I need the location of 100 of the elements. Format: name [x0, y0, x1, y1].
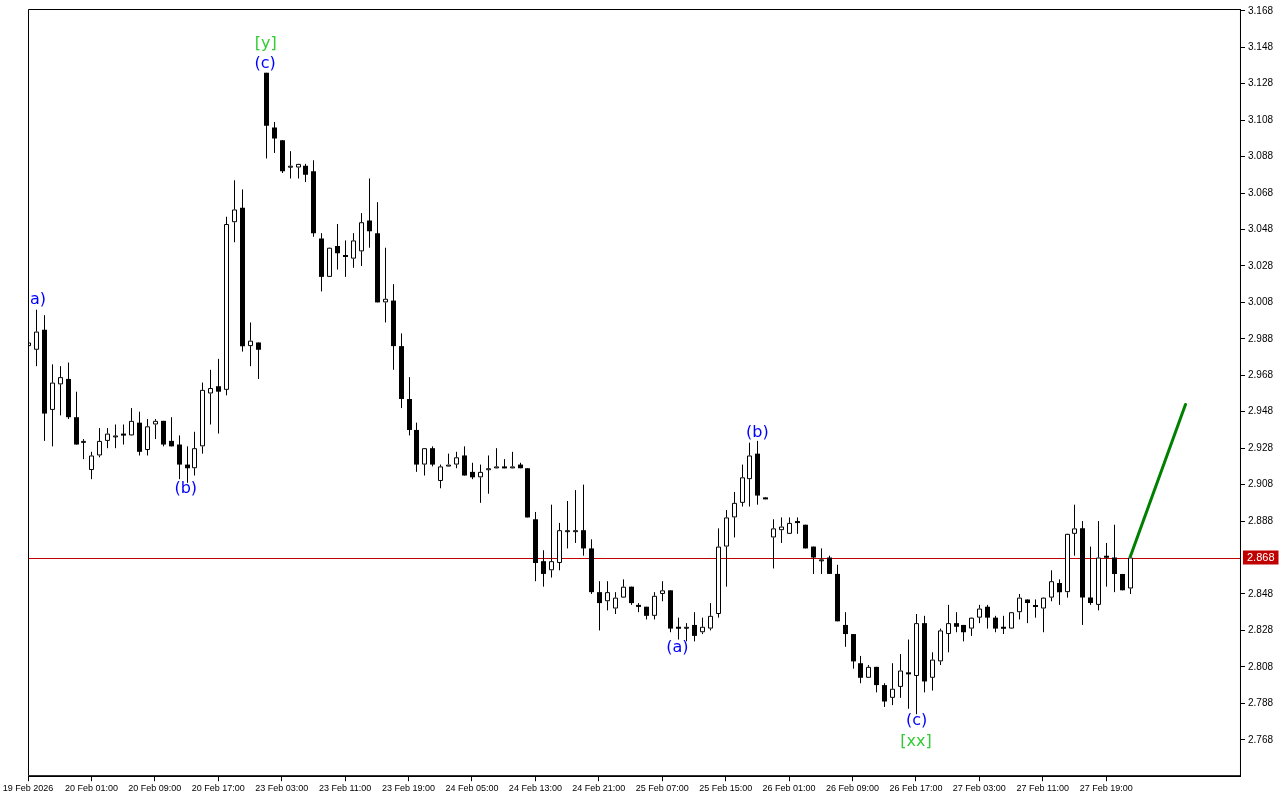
candlestick — [1096, 520, 1101, 611]
x-tick-label: 27 Feb 19:00 — [1079, 783, 1133, 794]
candlestick — [50, 363, 55, 447]
candlestick — [34, 309, 39, 367]
x-tick-label: 24 Feb 21:00 — [572, 783, 626, 794]
candlestick — [882, 682, 887, 708]
x-tick-label: 24 Feb 13:00 — [508, 783, 562, 794]
candlestick — [660, 580, 665, 602]
x-tick-label: 23 Feb 11:00 — [318, 783, 372, 794]
candlestick — [169, 416, 174, 447]
annotation: (c) — [254, 53, 276, 73]
candlestick — [288, 150, 293, 179]
candlestick — [422, 447, 427, 477]
candlestick — [351, 232, 356, 269]
y-tick-label: 2.948 — [1247, 405, 1274, 417]
candlestick — [494, 447, 499, 469]
y-tick-label: 2.988 — [1247, 332, 1274, 344]
candlestick — [232, 179, 237, 243]
candlestick — [248, 321, 253, 367]
candlestick — [272, 121, 277, 154]
candlestick — [216, 358, 221, 435]
candlestick — [890, 662, 895, 706]
x-tick-label: 19 Feb 2026 — [2, 783, 54, 794]
y-tick-label: 3.148 — [1247, 41, 1274, 53]
y-tick-label: 3.168 — [1247, 4, 1274, 16]
ref-line-label: 2.868 — [1246, 550, 1275, 563]
candlestick — [898, 653, 903, 699]
candlestick — [1041, 597, 1046, 633]
y-tick-label: 3.028 — [1247, 259, 1274, 271]
annotation: (c) — [906, 710, 928, 730]
y-tick-label: 3.128 — [1247, 77, 1274, 89]
candlestick — [145, 418, 150, 456]
x-tick-label: 20 Feb 17:00 — [191, 783, 245, 794]
candlestick — [1017, 593, 1022, 620]
candlestick — [613, 591, 618, 615]
y-tick-label: 2.788 — [1247, 697, 1274, 709]
candlestick — [486, 454, 491, 495]
candlestick — [121, 423, 126, 446]
x-tick-label: 26 Feb 17:00 — [889, 783, 943, 794]
x-tick-label: 27 Feb 03:00 — [952, 783, 1006, 794]
candlestick — [676, 617, 681, 641]
annotation: a) — [29, 288, 46, 308]
candlestick — [914, 613, 919, 715]
candlestick — [1112, 524, 1117, 593]
candlestick — [549, 504, 554, 579]
candlestick — [81, 438, 86, 460]
annotation: (b) — [174, 477, 198, 497]
candlestick — [303, 163, 308, 183]
candlestick — [747, 442, 752, 507]
candlestick — [1049, 569, 1054, 602]
y-tick-label: 2.888 — [1247, 514, 1274, 526]
candlestick — [89, 451, 94, 480]
candlestick — [930, 651, 935, 692]
candlestick — [954, 611, 959, 633]
candlestick — [906, 639, 911, 710]
candlestick — [692, 611, 697, 642]
candlestick — [771, 518, 776, 569]
candlestick — [708, 602, 713, 631]
y-tick-label: 3.068 — [1247, 186, 1274, 198]
y-tick-label: 2.848 — [1247, 587, 1274, 599]
candlestick — [1057, 578, 1062, 606]
candlestick — [367, 177, 372, 249]
candlestick — [200, 382, 205, 455]
candlestick — [462, 445, 467, 477]
candlestick — [359, 212, 364, 267]
candlestick — [343, 239, 348, 278]
candlestick — [383, 247, 388, 323]
candlestick — [795, 516, 800, 535]
annotation: [y] — [254, 33, 277, 53]
x-tick-label: 27 Feb 11:00 — [1016, 783, 1069, 794]
y-tick-label: 2.968 — [1247, 369, 1274, 381]
candlestick — [605, 580, 610, 611]
candlestick — [597, 580, 602, 631]
candlestick — [985, 604, 990, 630]
candlestick — [58, 365, 63, 416]
candlestick — [977, 604, 982, 624]
candlestick — [1088, 546, 1093, 606]
y-tick-label: 2.828 — [1247, 624, 1274, 636]
candlestick — [1025, 598, 1030, 624]
y-tick-label: 3.048 — [1247, 223, 1274, 235]
candlestick — [621, 578, 626, 599]
candlestick — [153, 418, 158, 440]
candlestick — [1001, 615, 1006, 635]
candlestick — [192, 431, 197, 477]
candlestick — [1072, 504, 1077, 557]
annotation: (a) — [666, 637, 689, 657]
candlestick — [327, 247, 332, 278]
x-tick-label: 26 Feb 01:00 — [762, 783, 816, 794]
candlestick — [224, 216, 229, 396]
candlestick — [732, 491, 737, 538]
y-tick-label: 3.088 — [1247, 150, 1274, 162]
candlestick — [843, 611, 848, 648]
x-tick-label: 24 Feb 05:00 — [445, 783, 499, 794]
annotation: (b) — [746, 421, 769, 441]
candlestick — [1065, 533, 1070, 599]
candlestick — [581, 484, 586, 557]
y-tick-label: 3.108 — [1247, 113, 1274, 125]
candlestick — [557, 522, 562, 571]
x-tick-label: 23 Feb 03:00 — [255, 783, 309, 794]
candlestick — [97, 427, 102, 458]
